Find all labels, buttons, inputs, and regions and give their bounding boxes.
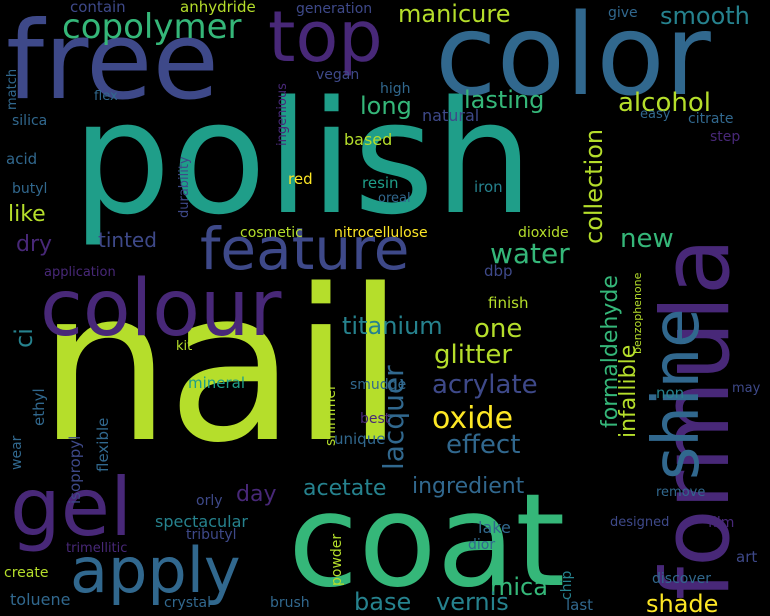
word-water: water [490,237,570,270]
word-polish: polish [72,67,534,249]
word-tinted: tinted [98,228,157,252]
word-match: match [5,68,20,110]
word-crystal: crystal [164,595,211,611]
word-isopropyl: isopropyl [66,435,84,504]
word-mica: mica [490,573,548,601]
word-vernis: vernis [436,588,509,616]
word-flex: flex [94,89,118,104]
word-application: application [44,265,116,280]
word-mineral: mineral [188,374,246,392]
word-iron: iron [474,178,503,196]
word-dry: dry [16,232,53,257]
word-apply: apply [70,534,241,607]
word-may: may [732,381,761,396]
word-infallible: infallible [616,344,641,438]
word-ethyl: ethyl [30,388,48,426]
word-finish: finish [488,294,529,312]
word-durability: durability [177,156,192,218]
word-contain: contain [70,0,126,16]
word-tributyl: tributyl [186,527,237,543]
word-unique: unique [334,430,386,448]
word-one: one [474,314,523,344]
word-toluene: toluene [10,590,71,609]
word-orly: orly [196,493,223,509]
word-trimellitic: trimellitic [66,541,128,556]
word-effect: effect [446,430,521,460]
word-base: base [354,588,412,616]
word-high: high [380,81,411,97]
word-lake: lake [478,518,511,537]
word-create: create [4,565,49,581]
word-natural: natural [422,106,480,125]
word-acid: acid [6,150,38,168]
word-last: last [566,596,594,614]
word-vegan: vegan [316,67,360,83]
word-easy: easy [640,107,671,122]
word-nitrocellulose: nitrocellulose [334,225,428,241]
word-step: step [710,129,741,145]
word-best: best [360,411,391,427]
word-collection: collection [580,128,608,244]
word-acrylate: acrylate [432,370,538,400]
word-citrate: citrate [688,111,734,127]
word-copolymer: copolymer [62,7,242,47]
word-discover: discover [652,571,711,587]
word-spectacular: spectacular [155,512,248,531]
word-like: like [8,202,46,227]
word-brush: brush [270,595,310,611]
word-top: top [268,0,383,78]
word-oreal: oreal [378,191,411,206]
word-red: red [288,170,313,188]
word-non: non [656,384,685,402]
word-titanium: titanium [342,312,443,340]
word-benzophenone: benzophenone [631,272,644,354]
word-dioxide: dioxide [518,225,569,241]
word-coat: coat [288,467,566,616]
word-day: day [236,482,277,507]
word-butyl: butyl [12,181,48,197]
word-ci: ci [10,328,38,348]
word-oxide: oxide [432,401,514,436]
word-free: free [6,0,219,124]
word-new: new [620,224,674,254]
word-cosmetic: cosmetic [240,225,303,241]
word-wear: wear [9,435,25,470]
word-smudge: smudge [350,377,407,393]
word-silica: silica [12,113,48,129]
word-dior: dior [468,537,496,553]
word-ingenious: ingenious [275,83,290,146]
word-kit: kit [176,339,193,354]
word-manicure: manicure [398,0,511,28]
word-dbp: dbp [484,262,513,280]
word-nail: nail [38,244,404,489]
word-color: color [435,0,711,121]
word-resin: resin [362,174,399,192]
word-flexible: flexible [94,417,112,472]
word-designed: designed [610,515,670,530]
word-film: film [708,515,735,531]
word-shade: shade [646,590,719,616]
word-generation: generation [296,1,373,17]
word-gel: gel [10,461,133,554]
word-lasting: lasting [464,86,545,114]
word-alcohol: alcohol [618,88,711,118]
word-anhydride: anhydride [180,0,256,16]
word-glitter: glitter [434,340,513,370]
word-ingredient: ingredient [412,474,525,499]
word-powder: powder [329,533,345,586]
word-smooth: smooth [660,2,750,30]
word-acetate: acetate [303,476,387,501]
word-based: based [344,130,393,149]
word-remove: remove [656,485,706,500]
word-give: give [608,5,638,21]
word-feature: feature [200,215,410,283]
word-art: art [736,548,758,566]
word-long: long [360,92,412,120]
word-colour: colour [40,264,282,354]
